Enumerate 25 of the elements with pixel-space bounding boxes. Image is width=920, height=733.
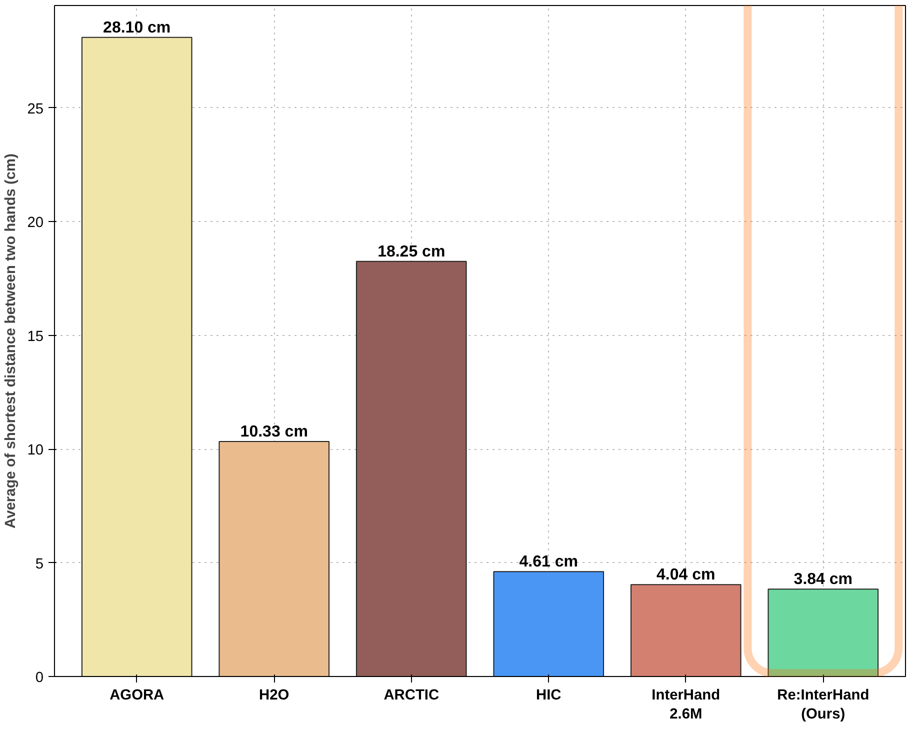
data-label: 10.33 cm	[240, 424, 308, 441]
y-tick-label: 10	[27, 442, 44, 459]
data-label: 4.61 cm	[519, 554, 578, 571]
y-axis-title: Average of shortest distance between two hands (cm)	[3, 153, 20, 528]
y-tick-label: 20	[27, 215, 44, 232]
x-tick-label: HIC	[536, 688, 562, 704]
x-tick-label: InterHand 2.6M	[652, 688, 720, 723]
x-tick-label: AGORA	[110, 688, 165, 704]
bar	[768, 588, 879, 676]
y-tick-label: 0	[35, 670, 44, 686]
y-tick-label: 5	[35, 556, 44, 572]
data-label: 4.04 cm	[656, 566, 716, 584]
bar	[493, 571, 604, 676]
data-label: 3.84 cm	[794, 571, 853, 588]
y-tick-label: 15	[27, 328, 44, 345]
x-tick-label: Re:InterHand (Ours)	[777, 688, 870, 723]
y-tick-label: 25	[27, 101, 44, 118]
data-label: 28.10 cm	[103, 19, 171, 36]
bar	[630, 584, 742, 676]
bar	[81, 36, 192, 676]
data-label: 18.25 cm	[378, 243, 446, 260]
x-tick-label: H2O	[259, 688, 290, 704]
bar	[218, 441, 330, 676]
x-tick-label: ARCTIC	[384, 688, 440, 704]
bar	[356, 260, 467, 676]
